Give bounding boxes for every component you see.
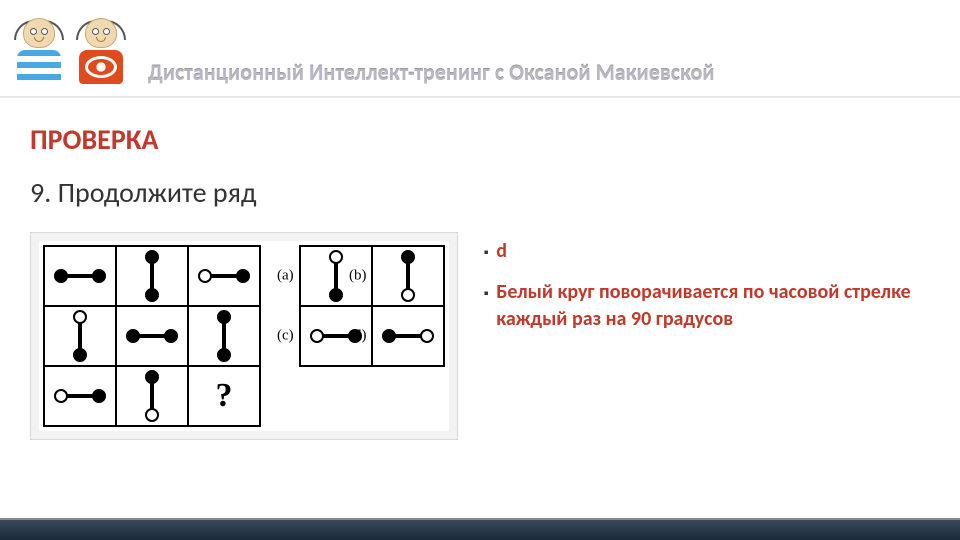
footer-bar bbox=[0, 518, 960, 540]
page-header: Дистанционный Интеллект-тренинг с Оксано… bbox=[0, 0, 960, 98]
option-cell: (d) bbox=[372, 306, 444, 366]
grid-cell bbox=[44, 366, 116, 426]
avatar-1-icon bbox=[12, 18, 66, 90]
grid-cell bbox=[44, 246, 116, 306]
question-body: Продолжите ряд bbox=[58, 175, 257, 210]
site-title: Дистанционный Интеллект-тренинг с Оксано… bbox=[148, 59, 715, 90]
question-row: ? (a) (b) (c) (d) d Белый круг поворачив… bbox=[30, 232, 930, 440]
question-number: 9. bbox=[30, 175, 51, 210]
options-grid: (a) (b) (c) (d) bbox=[299, 245, 445, 367]
grid-cell: ? bbox=[188, 366, 260, 426]
answer-block: d Белый круг поворачивается по часовой с… bbox=[484, 232, 930, 347]
content-area: ПРОВЕРКА 9. Продолжите ряд bbox=[0, 98, 960, 440]
grid-cell bbox=[116, 366, 188, 426]
avatar-2-icon bbox=[74, 18, 128, 90]
grid-cell bbox=[116, 306, 188, 366]
section-title: ПРОВЕРКА bbox=[30, 122, 930, 157]
question-text: 9. Продолжите ряд bbox=[30, 175, 930, 210]
puzzle-figure: ? (a) (b) (c) (d) bbox=[30, 232, 458, 440]
answer-item: Белый круг поворачивается по часовой стр… bbox=[484, 279, 930, 333]
answer-item: d bbox=[484, 238, 930, 265]
option-cell: (b) bbox=[372, 246, 444, 306]
grid-cell bbox=[188, 246, 260, 306]
grid-cell bbox=[188, 306, 260, 366]
grid-cell bbox=[116, 246, 188, 306]
sequence-grid: ? bbox=[43, 245, 261, 427]
grid-cell bbox=[44, 306, 116, 366]
avatar-pair bbox=[12, 18, 128, 90]
